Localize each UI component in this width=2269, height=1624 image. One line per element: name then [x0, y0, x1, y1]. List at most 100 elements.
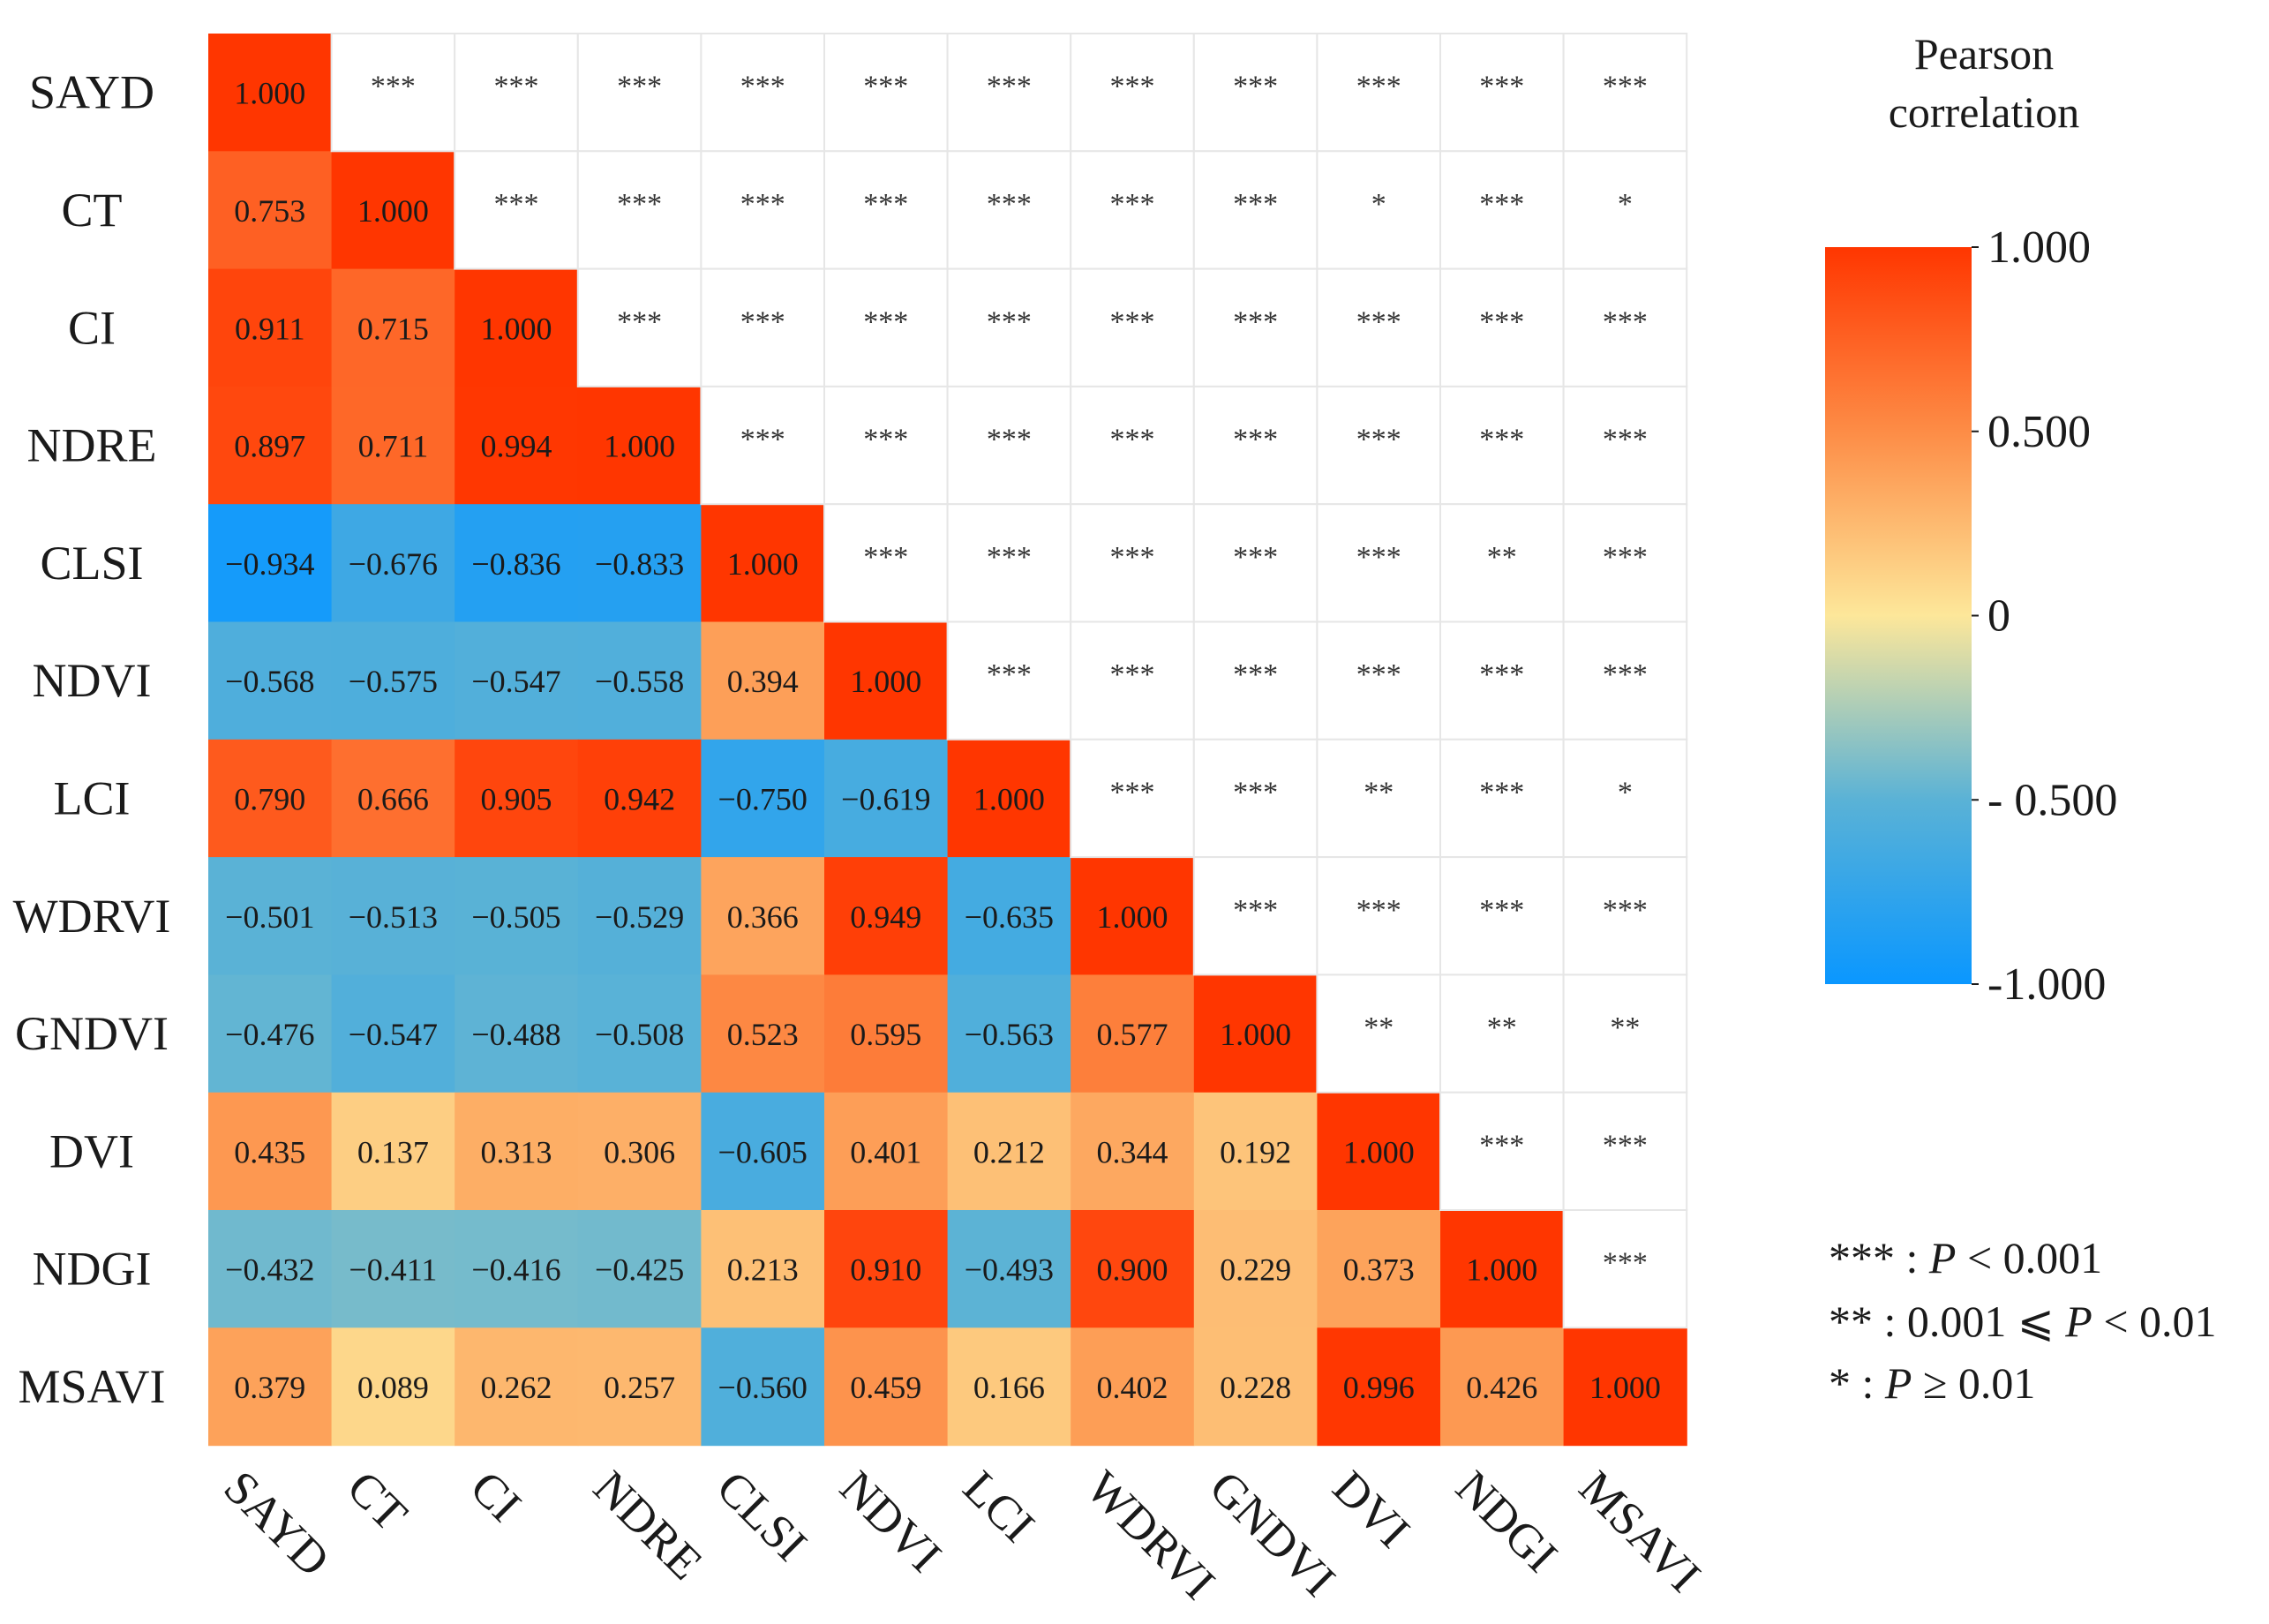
heatmap-cell — [1193, 1092, 1318, 1211]
significance-mark: *** — [1356, 305, 1401, 338]
heatmap-cell — [824, 857, 949, 975]
cell-value-label: 0.394 — [727, 664, 799, 699]
colorbar-title-line-1: Pearson — [1914, 29, 2054, 79]
heatmap-cell — [824, 1092, 949, 1211]
heatmap-cell — [947, 739, 1071, 858]
significance-cell — [1562, 267, 1688, 387]
significance-cell — [1562, 856, 1688, 976]
row-label: CT — [61, 184, 122, 237]
cell-value-label: −0.750 — [718, 781, 808, 816]
row-label: DVI — [49, 1124, 134, 1177]
cell-value-label: −0.488 — [471, 1017, 560, 1052]
significance-mark: *** — [1233, 424, 1278, 456]
row-label: SAYD — [29, 66, 154, 119]
significance-mark: *** — [1233, 776, 1278, 808]
heatmap-cell — [577, 1327, 702, 1447]
significance-cell — [946, 620, 1072, 741]
significance-mark: *** — [1356, 658, 1401, 691]
row-label: WDRVI — [13, 890, 171, 943]
cell-value-label: 0.213 — [727, 1252, 799, 1288]
significance-legend-item: *** : P < 0.001 — [1829, 1233, 2102, 1282]
heatmap-cell — [1317, 1327, 1441, 1447]
significance-cell — [700, 385, 826, 506]
cell-value-label: 0.790 — [234, 781, 305, 816]
cell-value-label: 1.000 — [481, 311, 552, 346]
heatmap-cell — [208, 504, 333, 623]
cell-value-label: 0.435 — [234, 1134, 305, 1169]
cell-value-label: 0.711 — [358, 429, 429, 464]
cell-value-label: −0.493 — [965, 1252, 1054, 1288]
significance-cell — [1439, 267, 1565, 387]
significance-mark: *** — [494, 188, 539, 221]
heatmap-cell — [947, 974, 1071, 1094]
heatmap-cell — [331, 268, 455, 387]
row-label: GNDVI — [15, 1007, 169, 1060]
heatmap-cell — [331, 974, 455, 1094]
cell-value-label: −0.432 — [225, 1252, 314, 1288]
significance-mark: *** — [1479, 71, 1524, 103]
significance-mark: * — [1371, 188, 1386, 221]
significance-cell — [823, 503, 949, 623]
cell-value-label: 0.910 — [850, 1252, 921, 1288]
cell-value-label: 0.401 — [850, 1134, 921, 1169]
significance-cell — [1192, 503, 1319, 623]
heatmap-cell — [947, 1327, 1071, 1447]
colorbar: Pearson correlation 1.000 0.500 0 - 0.500 -1… — [1825, 29, 2117, 1010]
significance-cell — [946, 150, 1072, 270]
significance-mark: *** — [1110, 541, 1155, 574]
significance-mark: *** — [1603, 1247, 1648, 1280]
heatmap-cell — [577, 386, 702, 505]
cell-value-label: 0.228 — [1220, 1370, 1291, 1405]
heatmap-cell — [455, 621, 579, 741]
significance-cell — [1562, 738, 1688, 859]
cell-value-label: 0.402 — [1097, 1370, 1168, 1405]
heatmap-cell — [1317, 1210, 1441, 1328]
significance-cell — [1439, 1091, 1565, 1211]
significance-mark: *** — [1110, 305, 1155, 338]
cell-value-label: 0.949 — [850, 899, 921, 935]
significance-mark: *** — [1603, 71, 1648, 103]
cell-value-label: −0.505 — [471, 899, 560, 935]
heatmap-cell — [331, 504, 455, 623]
cell-value-label: 1.000 — [357, 193, 429, 229]
heatmap-cell — [1193, 1210, 1318, 1328]
significance-cell — [823, 150, 949, 270]
cell-value-label: 1.000 — [850, 664, 921, 699]
significance-mark: *** — [987, 188, 1032, 221]
significance-mark: *** — [987, 305, 1032, 338]
heatmap-cell — [577, 504, 702, 623]
significance-mark: *** — [617, 71, 662, 103]
cell-value-label: 0.212 — [973, 1134, 1045, 1169]
heatmap-cell — [208, 1092, 333, 1211]
colorbar-tick-label: 0 — [1987, 591, 2010, 642]
column-label: WDRVI — [1077, 1461, 1226, 1610]
significance-cell — [946, 267, 1072, 387]
cell-value-label: 0.192 — [1220, 1134, 1291, 1169]
cell-value-label: −0.547 — [349, 1017, 438, 1052]
significance-cell — [823, 267, 949, 387]
heatmap-cell — [1193, 974, 1318, 1094]
heatmap-cell — [455, 1327, 579, 1447]
heatmap-cell — [1317, 1092, 1441, 1211]
heatmap-cell — [577, 974, 702, 1094]
cell-value-label: 1.000 — [1097, 899, 1168, 935]
significance-mark: *** — [617, 188, 662, 221]
cell-value-label: 0.942 — [604, 781, 675, 816]
heatmap-cell — [208, 1210, 333, 1328]
significance-cell — [1192, 856, 1319, 976]
heatmap-cell — [455, 386, 579, 505]
row-label: CLSI — [40, 537, 143, 590]
significance-cell — [1070, 33, 1195, 153]
significance-mark: *** — [987, 541, 1032, 574]
cell-value-label: −0.568 — [225, 664, 314, 699]
cell-value-label: −0.619 — [841, 781, 930, 816]
cell-value-label: 0.373 — [1343, 1252, 1415, 1288]
significance-cell — [1192, 620, 1319, 741]
cell-value-label: −0.836 — [471, 546, 560, 582]
cell-value-label: 0.996 — [1343, 1370, 1415, 1405]
significance-cell — [946, 503, 1072, 623]
heatmap-cell — [701, 621, 825, 741]
cell-value-label: −0.508 — [595, 1017, 684, 1052]
significance-mark: *** — [1479, 424, 1524, 456]
column-label: SAYD — [214, 1461, 340, 1587]
